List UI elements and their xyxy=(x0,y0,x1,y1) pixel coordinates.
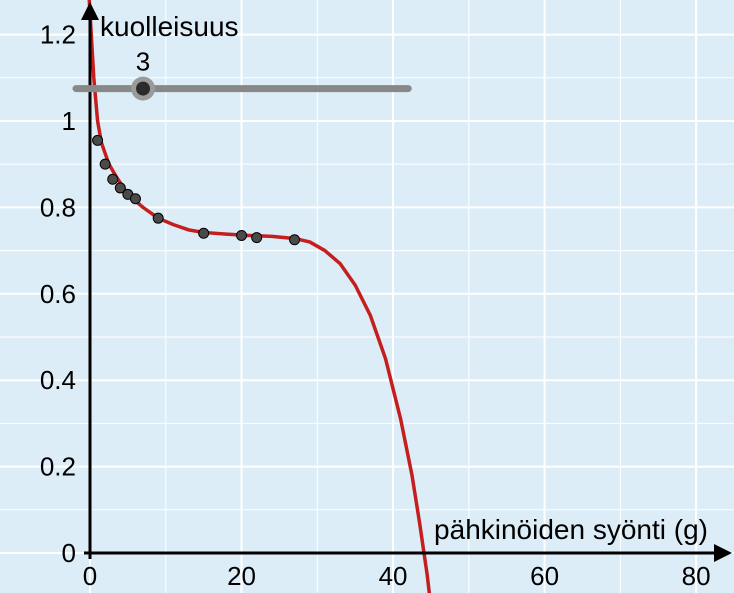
data-point xyxy=(93,135,103,145)
data-point xyxy=(237,230,247,240)
y-tick-label: 0.8 xyxy=(40,192,76,222)
y-axis-label: kuolleisuus xyxy=(100,11,239,42)
data-point xyxy=(199,228,209,238)
chart-container: 0 20 40 60 80 0 0.2 0.4 0.6 0.8 1 1.2 kuolleisuus päh… xyxy=(0,0,734,593)
slider-value-label: 3 xyxy=(136,47,150,77)
data-point xyxy=(252,233,262,243)
x-tick-label: 0 xyxy=(83,561,97,591)
data-point xyxy=(290,235,300,245)
data-point xyxy=(153,213,163,223)
y-tick-label: 0.2 xyxy=(40,452,76,482)
y-tick-label: 0 xyxy=(62,538,76,568)
data-point xyxy=(130,194,140,204)
x-tick-label: 80 xyxy=(682,561,711,591)
x-axis-label: pähkinöiden syönti (g) xyxy=(434,514,708,545)
y-tick-label: 1 xyxy=(62,106,76,136)
y-tick-label: 0.4 xyxy=(40,365,76,395)
data-point xyxy=(100,159,110,169)
slider-knob[interactable] xyxy=(136,82,150,96)
x-tick-label: 40 xyxy=(379,561,408,591)
y-tick-label: 0.6 xyxy=(40,279,76,309)
x-tick-label: 20 xyxy=(227,561,256,591)
x-tick-label: 60 xyxy=(530,561,559,591)
data-point xyxy=(108,174,118,184)
chart-svg: 0 20 40 60 80 0 0.2 0.4 0.6 0.8 1 1.2 kuolleisuus päh… xyxy=(0,0,734,593)
y-tick-label: 1.2 xyxy=(40,20,76,50)
